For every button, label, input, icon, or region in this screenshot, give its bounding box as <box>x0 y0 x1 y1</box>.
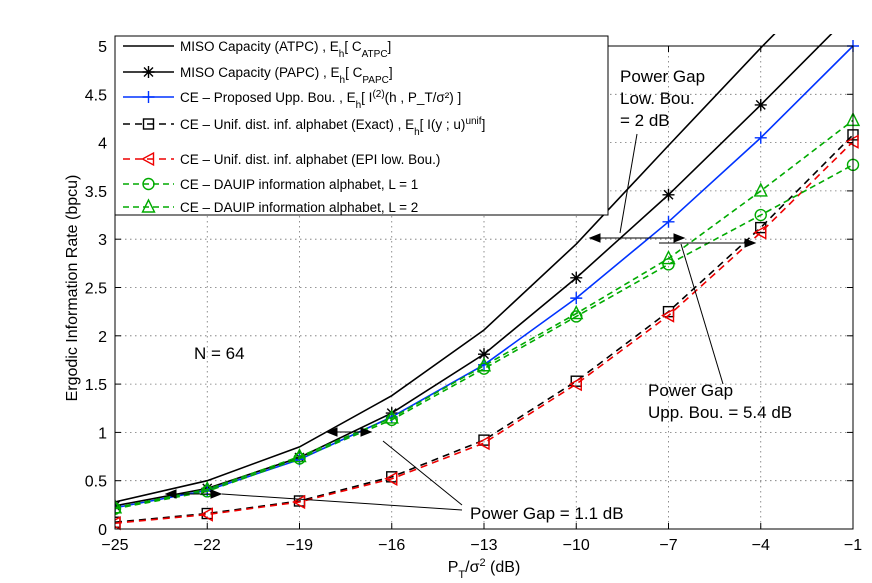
data-point-triangle-left <box>568 376 582 392</box>
legend-entry: MISO Capacity (PAPC) , Eh[ CPAPC] <box>123 65 393 86</box>
pointer-small-gap-upper <box>382 440 463 506</box>
legend-entry: CE – Proposed Upp. Bou. , Eh[ I(2)(h , P… <box>123 89 461 111</box>
data-point-star <box>754 98 767 111</box>
data-point-triangle-left <box>384 471 398 486</box>
legend-label: CE – Unif. dist. inf. alphabet (EPI low.… <box>180 152 440 167</box>
pointer-upp-gap <box>680 243 724 385</box>
x-tick-label: −10 <box>563 537 590 554</box>
y-tick-label: 3 <box>98 232 107 249</box>
y-tick-label: 4.5 <box>85 87 107 104</box>
pointer-small-gap-lower <box>221 493 463 511</box>
data-point-triangle-left <box>141 151 155 167</box>
x-tick-label: −22 <box>194 537 221 554</box>
data-point-triangle-left <box>661 308 675 323</box>
y-tick-label: 0.5 <box>85 474 107 491</box>
data-point-square <box>142 118 155 130</box>
gap-arrowhead-mid-left <box>325 427 338 437</box>
power-gap-low-title: Power Gap <box>620 67 705 86</box>
data-point-triangle-up <box>141 198 156 213</box>
data-point-star <box>142 66 155 78</box>
gap-arrowhead-mid-right <box>360 427 373 437</box>
data-point-triangle-left <box>476 435 490 451</box>
data-point-triangle-up <box>384 409 399 424</box>
data-point-triangle-left <box>753 225 767 240</box>
x-tick-label: −16 <box>378 537 405 554</box>
data-point-triangle-left <box>115 516 121 531</box>
pointer-low-gap <box>619 133 638 234</box>
x-tick-label: −25 <box>101 537 128 554</box>
x-tick-label: −13 <box>470 537 497 554</box>
y-tick-label: 1 <box>98 425 107 442</box>
x-tick-label: −19 <box>286 537 313 554</box>
y-tick-label: 4 <box>98 136 107 153</box>
series-line <box>115 134 854 524</box>
data-point-plus <box>754 131 767 144</box>
data-point-circle <box>293 452 306 465</box>
power-gap-low-subtitle: Low. Bou. <box>620 89 695 108</box>
data-point-triangle-up <box>292 447 307 463</box>
plot-series <box>115 34 861 531</box>
x-axis-label: PT/σ2 (dB) <box>448 557 521 581</box>
legend-label: CE – DAUIP information alphabet, L = 2 <box>180 200 418 215</box>
data-point-circle <box>142 177 155 191</box>
legend-label: CE – DAUIP information alphabet, L = 1 <box>180 177 418 192</box>
gap-arrowhead-bottom-left <box>164 489 177 499</box>
power-gap-low-value: = 2 dB <box>620 111 670 130</box>
data-point-star <box>662 188 675 201</box>
y-tick-label: 1.5 <box>85 377 107 394</box>
legend-entry: MISO Capacity (ATPC) , Eh[ CATPC] <box>123 39 391 60</box>
legend-label: CE – Proposed Upp. Bou. , Eh[ I(2)(h , P… <box>180 89 461 111</box>
data-point-triangle-up <box>569 305 584 320</box>
data-point-circle <box>115 502 122 515</box>
n-label: N = 64 <box>194 344 245 363</box>
series-1 <box>115 34 776 503</box>
legend-label: MISO Capacity (ATPC) , Eh[ CATPC] <box>180 39 391 60</box>
data-point-circle <box>754 208 767 222</box>
power-gap-small-value: Power Gap = 1.1 dB <box>470 504 624 523</box>
gap-arrowhead-left <box>588 233 601 243</box>
series-line <box>115 141 854 525</box>
series-7 <box>115 111 861 514</box>
x-tick-label: −7 <box>659 537 677 554</box>
y-tick-label: 2.5 <box>85 281 107 298</box>
x-tick-label: −4 <box>752 537 770 554</box>
gap-arrowhead-right <box>673 233 686 243</box>
data-point-plus <box>142 91 155 103</box>
power-gap-upp-title: Power Gap <box>648 381 733 400</box>
legend-entry: CE – Unif. dist. inf. alphabet (Exact) ,… <box>123 116 485 138</box>
data-point-plus <box>662 215 675 228</box>
legend-entry: CE – Unif. dist. inf. alphabet (EPI low.… <box>123 151 440 167</box>
legend-entry: CE – DAUIP information alphabet, L = 2 <box>123 198 418 215</box>
x-tick-label: −1 <box>844 537 862 554</box>
annotations: N = 64 Power Gap Low. Bou. = 2 dB Power … <box>164 67 792 523</box>
power-gap-upp-value: Upp. Bou. = 5.4 dB <box>648 403 792 422</box>
series-line <box>115 34 776 503</box>
legend-entry: CE – DAUIP information alphabet, L = 1 <box>123 177 418 192</box>
y-tick-label: 5 <box>98 39 107 56</box>
y-axis-label: Ergodic Information Rate (bpcu) <box>64 175 81 402</box>
legend-box <box>114 35 609 216</box>
y-tick-label: 2 <box>98 329 107 346</box>
y-tick-label: 3.5 <box>85 184 107 201</box>
data-point-circle <box>385 413 398 427</box>
legend-label: CE – Unif. dist. inf. alphabet (Exact) ,… <box>180 116 485 138</box>
data-point-triangle-up <box>661 249 676 265</box>
legend: MISO Capacity (ATPC) , Eh[ CATPC] MISO Ca… <box>114 35 609 216</box>
legend-label: MISO Capacity (PAPC) , Eh[ CPAPC] <box>180 65 393 86</box>
gap-arrowhead-bottom-right <box>210 489 223 499</box>
y-tick-label: 0 <box>98 522 107 539</box>
gap-arrowhead-upp-right <box>744 238 757 248</box>
data-point-triangle-left <box>199 507 213 522</box>
data-point-triangle-up <box>476 357 492 372</box>
data-point-star <box>570 271 583 284</box>
data-point-triangle-up <box>753 182 768 197</box>
data-point-triangle-up <box>115 499 123 514</box>
data-point-star <box>478 348 490 361</box>
data-point-plus <box>570 292 583 305</box>
